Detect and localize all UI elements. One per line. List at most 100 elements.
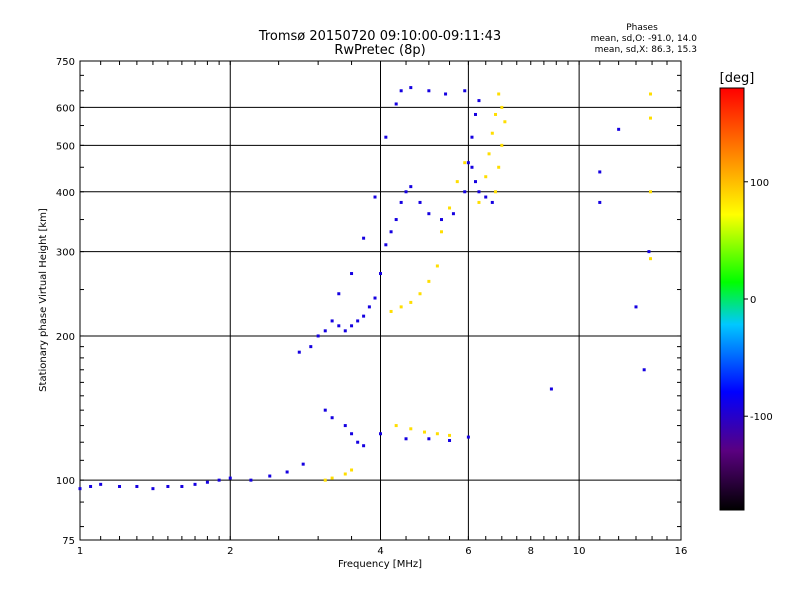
data-point (490, 131, 494, 135)
data-point (427, 279, 431, 283)
x-tick-label: 10 (573, 546, 586, 557)
data-point (427, 212, 431, 216)
data-point (549, 387, 553, 391)
data-point (316, 334, 320, 338)
y-tick-label: 600 (56, 103, 75, 114)
data-point (343, 472, 347, 476)
data-point (440, 218, 444, 222)
data-point (373, 195, 377, 199)
colorbar-ticks: 100 0 -100 (744, 178, 773, 423)
data-point (228, 476, 232, 480)
data-point (285, 470, 289, 474)
data-point (362, 236, 366, 240)
grid-lines (79, 60, 682, 540)
data-point (135, 484, 139, 488)
data-point (435, 264, 439, 268)
data-point (473, 112, 477, 116)
data-point (323, 329, 327, 333)
data-point (330, 476, 334, 480)
data-point (367, 305, 371, 309)
data-point (309, 345, 313, 349)
data-point (166, 484, 170, 488)
data-point (649, 190, 653, 194)
data-point (466, 435, 470, 439)
data-point (409, 86, 413, 90)
data-point (118, 484, 122, 488)
data-point (350, 432, 354, 436)
data-point (503, 120, 507, 124)
data-point (89, 484, 93, 488)
data-point (350, 468, 354, 472)
x-tick-label: 2 (227, 546, 233, 557)
data-point (477, 99, 481, 103)
data-point (451, 212, 455, 216)
data-point (649, 257, 653, 261)
colorbar (719, 87, 745, 511)
data-point (343, 329, 347, 333)
stats-line-x: mean, sd,X: 86.3, 15.3 (595, 45, 697, 55)
data-point (193, 482, 197, 486)
data-point (362, 444, 366, 448)
y-tick-label: 750 (56, 57, 75, 68)
data-point (301, 462, 305, 466)
data-point (379, 432, 382, 436)
y-tick-label: 300 (56, 248, 75, 259)
y-tick-labels: 75 100 200 300 400 500 600 750 (56, 57, 75, 547)
data-point (384, 243, 388, 247)
x-tick-label: 4 (377, 546, 383, 557)
data-point (356, 319, 360, 323)
data-point (477, 190, 481, 194)
data-point (448, 433, 452, 437)
data-point (362, 314, 366, 318)
data-point (500, 143, 504, 147)
data-point (647, 250, 651, 254)
data-point (394, 218, 398, 222)
data-point (448, 439, 452, 443)
data-point (330, 416, 334, 420)
data-point (180, 484, 184, 488)
y-tick-label: 500 (56, 141, 75, 152)
data-point (484, 195, 488, 199)
data-point (649, 92, 653, 96)
data-point (384, 135, 388, 139)
y-tick-label: 400 (56, 188, 75, 199)
data-point (297, 350, 301, 354)
stats-line-o: mean, sd,O: -91.0, 14.0 (591, 34, 698, 44)
data-point (490, 200, 494, 204)
data-point (356, 440, 360, 444)
colorbar-label: [deg] (720, 71, 755, 86)
data-point (598, 200, 602, 204)
data-point (466, 161, 470, 165)
data-point (418, 292, 422, 296)
data-point (500, 105, 504, 109)
data-point (343, 424, 347, 428)
y-tick-label: 100 (56, 476, 75, 487)
data-point (404, 437, 408, 441)
data-point (455, 180, 459, 184)
x-axis-label: Frequency [MHz] (338, 559, 422, 570)
data-point (494, 190, 498, 194)
series-x-mode (323, 92, 653, 482)
data-point (323, 478, 327, 482)
data-point (330, 319, 334, 323)
data-point (394, 102, 398, 106)
data-point (249, 478, 253, 482)
data-point (217, 478, 221, 482)
chart-subtitle: RwPretec (8p) (334, 43, 425, 58)
data-point (448, 206, 452, 210)
data-point (399, 305, 403, 309)
data-point (323, 408, 327, 412)
data-point (435, 432, 439, 436)
data-point (427, 437, 431, 441)
data-point (422, 430, 426, 434)
data-point (337, 324, 341, 328)
data-point (477, 200, 481, 204)
data-point (634, 305, 638, 309)
y-tick-label: 75 (62, 536, 75, 547)
data-points (78, 86, 653, 491)
x-tick-label: 6 (465, 546, 471, 557)
data-point (394, 424, 398, 428)
data-point (487, 152, 491, 156)
y-axis-label: Stationary phase Virtual Height [km] (38, 208, 49, 392)
data-point (99, 482, 103, 486)
